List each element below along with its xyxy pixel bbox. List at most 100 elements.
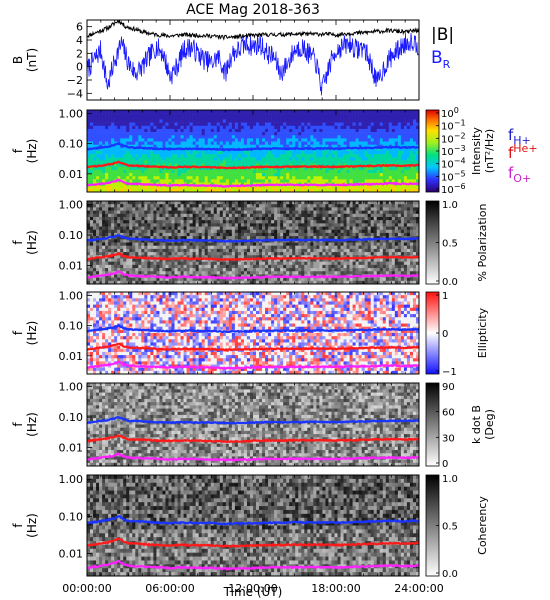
gyro-line-f_op-p1 xyxy=(86,178,419,188)
kdotb-y-tick-label-2: 0.01 xyxy=(59,442,84,455)
intensity-cb-tick-label-2: 10−2 xyxy=(441,131,466,145)
ellipticity-y-tick-label-2: 0.01 xyxy=(59,350,84,363)
kdotb-cb-label-2: (Deg) xyxy=(483,409,496,440)
intensity-y-tick-label-0: 1.00 xyxy=(59,107,84,120)
gyro-line-f_op-p5 xyxy=(86,559,420,572)
gyro-line-f_op-p2 xyxy=(86,270,420,281)
kdotb-cb-label-1: k dot B xyxy=(470,405,483,444)
b-y-label-line1: B xyxy=(11,56,25,64)
polarization-cb-tick-label-0: 1.0 xyxy=(442,200,458,211)
intensity-cb-tick-label-5: 10−5 xyxy=(441,169,466,183)
intensity-cb-label-2: (nT²/Hz) xyxy=(483,129,496,173)
polarization-y-tick-label-0: 1.00 xyxy=(59,198,84,211)
coherency-cb-tick-label-0: 1.0 xyxy=(442,474,458,485)
x-tick-label-1: 06:00:00 xyxy=(145,582,194,595)
ellipticity-cb-tick-label-1: 0 xyxy=(442,329,448,340)
kdotb-y-label-line1: f xyxy=(11,422,25,427)
gyro-line-f_hp-p4 xyxy=(87,415,420,425)
gyro-line-f_hp-p2 xyxy=(86,233,420,243)
intensity-y-label-line1: f xyxy=(11,148,25,153)
ellipticity-cb-tick-label-2: −1 xyxy=(442,367,457,378)
series-line-br xyxy=(86,32,420,96)
x-tick-label-4: 24:00:00 xyxy=(394,582,443,595)
kdotb-y-label: f (Hz) xyxy=(11,412,39,437)
series-line-bmag xyxy=(86,19,420,41)
coherency-cb-tick-label-1: 0.5 xyxy=(442,522,458,533)
gyro-line-f_hp-p5 xyxy=(86,515,420,526)
intensity-cb-tick-label-6: 10−6 xyxy=(441,182,466,196)
ellipticity-y-label-line2: (Hz) xyxy=(25,321,39,346)
ellipticity-y-label-line1: f xyxy=(11,330,25,335)
coherency-y-label-line2: (Hz) xyxy=(25,513,39,538)
b-y-tick-label-0: 6 xyxy=(76,21,83,34)
intensity-y-tick-label-2: 0.01 xyxy=(59,168,84,181)
x-axis-label: Time (UT) xyxy=(223,585,283,599)
spectrogram-coherency xyxy=(87,475,420,577)
b-y-tick-label-2: 2 xyxy=(76,47,83,60)
spectrogram-kdotb xyxy=(87,383,420,467)
ellipticity-y-tick-label-1: 0.10 xyxy=(59,320,84,333)
gyro-line-f_hep-p1 xyxy=(86,160,420,170)
kdotb-cb-tick-label-1: 60 xyxy=(442,408,455,419)
legend-bmag: |B| xyxy=(431,25,454,45)
gyro-line-f_hp-p3 xyxy=(86,324,420,334)
x-tick-label-3: 18:00:00 xyxy=(311,582,360,595)
ellipticity-y-tick-label-0: 1.00 xyxy=(59,289,84,302)
polarization-y-label-line1: f xyxy=(11,240,25,245)
intensity-cb-tick-label-1: 10−1 xyxy=(441,119,466,133)
gyro-legend-0: fH+ xyxy=(508,126,531,147)
b-y-tick-label-4: −2 xyxy=(67,74,83,87)
gyro-line-f_hep-p5 xyxy=(86,537,419,548)
coherency-y-label: f (Hz) xyxy=(11,513,39,538)
coherency-y-tick-label-2: 0.01 xyxy=(59,548,84,561)
gyro-line-f_hep-p3 xyxy=(87,342,420,352)
intensity-y-tick-label-1: 0.10 xyxy=(59,138,84,151)
gyro-line-f_hep-p2 xyxy=(86,251,420,262)
polarization-cb-tick-label-2: 0.0 xyxy=(442,277,458,288)
gyro-line-f_hp-p1 xyxy=(86,142,420,152)
gyro-legend-1: fHe+ xyxy=(508,142,538,162)
coherency-cb-label: Coherency xyxy=(476,496,489,555)
polarization-y-label-line2: (Hz) xyxy=(25,230,39,255)
gyro-line-f_hep-p4 xyxy=(86,434,420,444)
spectrogram-ellipticity xyxy=(87,292,420,375)
b-y-label-line2: (nT) xyxy=(25,48,39,72)
intensity-cb-tick-label-3: 10−3 xyxy=(441,144,466,158)
coherency-y-tick-label-1: 0.10 xyxy=(59,510,84,523)
intensity-y-label-line2: (Hz) xyxy=(25,139,39,164)
figure-title: ACE Mag 2018-363 xyxy=(186,2,320,18)
colorbar-kdotb xyxy=(425,382,440,467)
kdotb-y-label-line2: (Hz) xyxy=(25,412,39,437)
b-y-tick-label-3: 0 xyxy=(76,61,83,74)
x-tick-label-2: 12:00:00 xyxy=(228,582,277,595)
polarization-cb-tick-label-1: 0.5 xyxy=(442,239,458,250)
ellipticity-cb-tick-label-0: 1 xyxy=(442,291,448,302)
kdotb-y-tick-label-0: 1.00 xyxy=(59,380,84,393)
kdotb-y-tick-label-1: 0.10 xyxy=(59,411,84,424)
gyro-line-f_op-p3 xyxy=(86,360,420,370)
spectrogram-polarization xyxy=(87,201,420,285)
x-tick-label-0: 00:00:00 xyxy=(62,582,111,595)
b-y-tick-label-1: 4 xyxy=(76,34,83,47)
kdotb-cb-tick-label-0: 90 xyxy=(442,382,455,393)
gyro-legend-2: fO+ xyxy=(508,164,531,185)
intensity-cb-label-1: Intensity xyxy=(470,127,483,175)
coherency-cb-tick-label-2: 0.0 xyxy=(442,569,458,580)
intensity-cb-tick-label-0: 100 xyxy=(441,106,459,120)
polarization-y-tick-label-2: 0.01 xyxy=(59,260,84,273)
gyro-line-f_op-p4 xyxy=(86,452,420,462)
b-y-tick-label-5: −4 xyxy=(67,87,83,100)
ellipticity-y-label: f (Hz) xyxy=(11,321,39,346)
polarization-y-tick-label-1: 0.10 xyxy=(59,229,84,242)
polarization-y-label: f (Hz) xyxy=(11,230,39,255)
b-y-label: B (nT) xyxy=(11,48,39,72)
coherency-y-tick-label-0: 1.00 xyxy=(59,473,84,486)
coherency-y-label-line1: f xyxy=(11,523,25,528)
intensity-y-label: f (Hz) xyxy=(11,139,39,164)
intensity-cb-tick-label-4: 10−4 xyxy=(441,157,466,171)
polarization-cb-label: % Polarization xyxy=(476,204,489,282)
legend-br: BR xyxy=(431,48,451,71)
spectrogram-intensity xyxy=(87,110,420,193)
